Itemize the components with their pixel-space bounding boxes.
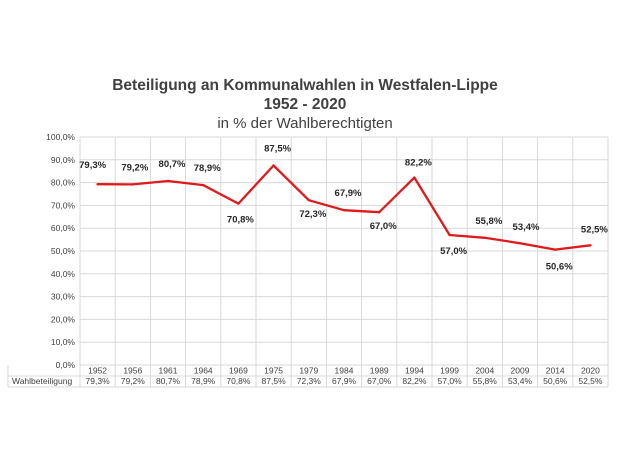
table-value: 57,0% (438, 376, 463, 386)
table-value: 80,7% (156, 376, 181, 386)
y-tick-label: 40,0% (51, 269, 76, 279)
y-tick-label: 80,0% (51, 178, 76, 188)
data-point (272, 164, 275, 167)
x-tick-label: 1975 (264, 366, 283, 376)
data-point (413, 176, 416, 179)
x-tick-label: 2009 (511, 366, 530, 376)
table-series-name: Wahlbeteiligung (12, 376, 72, 386)
y-tick-label: 30,0% (51, 292, 76, 302)
table-value: 82,2% (402, 376, 427, 386)
data-label: 55,8% (475, 216, 502, 227)
table-value: 72,3% (297, 376, 322, 386)
data-point (202, 183, 205, 187)
table-value: 70,8% (226, 376, 251, 386)
y-tick-label: 60,0% (51, 223, 76, 233)
data-label: 50,6% (546, 262, 573, 273)
chart-subtitle-units: in % der Wahlberechtigten (217, 115, 393, 132)
data-point (342, 208, 346, 212)
data-point (483, 236, 486, 239)
data-label: 57,0% (440, 246, 467, 257)
table-value: 52,5% (578, 376, 603, 386)
y-tick-label: 10,0% (51, 337, 76, 347)
chart-subtitle: 1952 - 2020 (263, 96, 347, 113)
x-tick-label: 1994 (405, 366, 424, 376)
y-tick-label: 100,0% (46, 132, 75, 142)
data-point (96, 182, 99, 186)
data-point (554, 248, 557, 251)
data-label: 72,3% (299, 209, 326, 220)
x-tick-label: 1984 (335, 366, 354, 376)
y-tick-label: 70,0% (51, 200, 76, 210)
data-point (237, 202, 240, 205)
x-tick-label: 2014 (546, 366, 565, 376)
series-line-wahlbeteiligung (97, 164, 591, 251)
data-label: 79,2% (121, 162, 148, 173)
table-value: 53,4% (508, 376, 533, 386)
x-tick-label: 1956 (123, 366, 142, 376)
x-tick-label: 1989 (370, 366, 389, 376)
chart-title: Beteiligung an Kommunalwahlen in Westfal… (112, 77, 498, 94)
x-tick-label: 1964 (194, 366, 213, 376)
x-tick-label: 1979 (299, 366, 318, 376)
data-point (307, 198, 310, 202)
x-tick-label: 2020 (581, 366, 600, 376)
data-label: 79,3% (79, 160, 106, 171)
data-label: 70,8% (227, 215, 254, 226)
data-label: 67,9% (335, 188, 362, 199)
data-point (166, 179, 170, 183)
table-value: 67,9% (332, 376, 357, 386)
data-point (589, 244, 592, 247)
data-label: 52,5% (581, 224, 608, 235)
y-tick-label: 50,0% (51, 246, 76, 256)
data-label: 82,2% (405, 158, 432, 169)
table-value: 55,8% (473, 376, 498, 386)
table-value: 50,6% (543, 376, 568, 386)
data-point (448, 233, 451, 237)
table-value: 78,9% (191, 376, 216, 386)
y-tick-label: 90,0% (51, 155, 76, 165)
table-value: 79,3% (86, 376, 111, 386)
data-label: 87,5% (264, 144, 291, 155)
x-tick-label: 1952 (88, 366, 107, 376)
data-label: 80,7% (159, 159, 186, 170)
table-value: 79,2% (121, 376, 146, 386)
x-tick-label: 1969 (229, 366, 248, 376)
table-value: 67,0% (367, 376, 392, 386)
x-tick-label: 1999 (440, 366, 459, 376)
x-tick-label: 1961 (159, 366, 178, 376)
data-label: 53,4% (513, 222, 540, 233)
data-point (131, 183, 134, 186)
data-label: 78,9% (194, 163, 221, 174)
data-point (378, 211, 381, 214)
y-tick-label: 0,0% (56, 360, 76, 370)
chart-title-block: Beteiligung an Kommunalwahlen in Westfal… (0, 76, 610, 133)
data-point (518, 242, 522, 245)
x-tick-label: 2004 (475, 366, 494, 376)
table-value: 87,5% (262, 376, 287, 386)
y-tick-label: 20,0% (51, 314, 76, 324)
data-label: 67,0% (370, 221, 397, 232)
